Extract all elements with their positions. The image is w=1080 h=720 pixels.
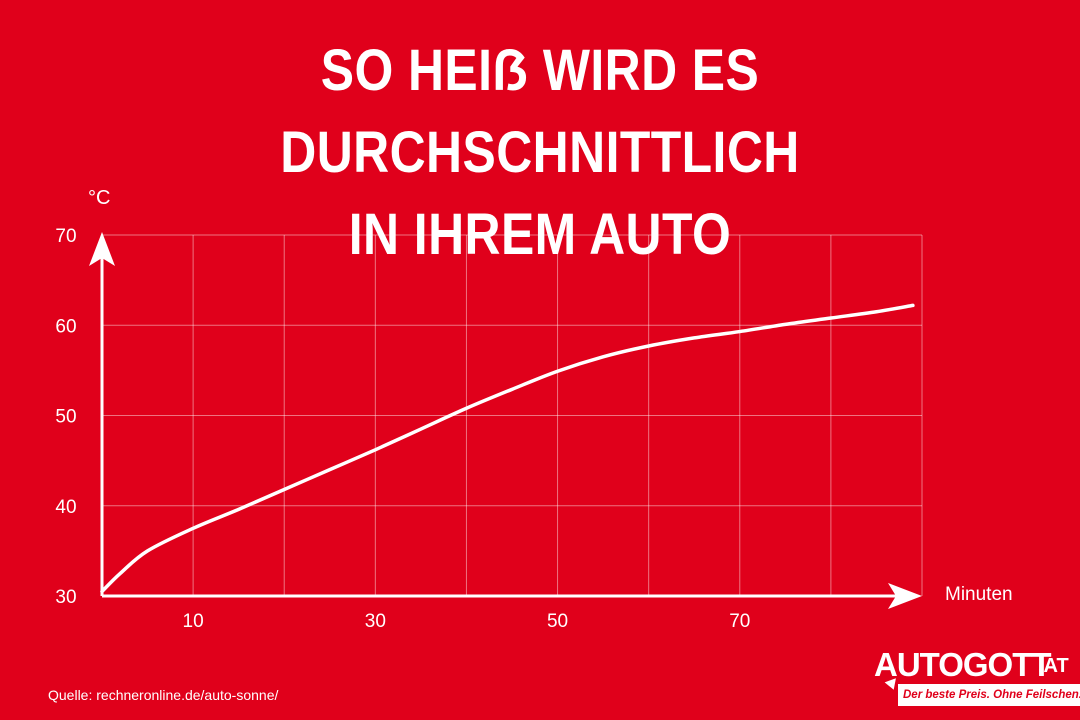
- grid: [102, 234, 923, 596]
- y-axis-arrow: [89, 232, 115, 266]
- chart-title: SO HEIẞ WIRD ES DURCHSCHNITTLICH IN IHRE…: [76, 30, 1005, 276]
- logo-domain-suffix: .AT: [1038, 655, 1069, 677]
- y-tick-label: 40: [55, 497, 76, 518]
- x-tick-label: 50: [547, 611, 568, 632]
- y-tick-label: 60: [55, 316, 76, 337]
- title-line-2: IN IHREM AUTO: [348, 202, 732, 267]
- x-tick-label: 10: [183, 611, 204, 632]
- series: [100, 303, 915, 594]
- y-axis-label: °C: [88, 187, 110, 209]
- x-axis-label: Minuten: [945, 584, 1013, 605]
- logo-wordmark: AUTOGOTT: [874, 646, 1052, 683]
- y-tick-label: 30: [55, 587, 76, 608]
- x-tick-label: 70: [729, 611, 750, 632]
- series-line-0: [100, 303, 915, 594]
- tick-labels: 30 40 50 60 70 10 30 50 70: [55, 226, 750, 632]
- title-line-1: SO HEIẞ WIRD ES DURCHSCHNITTLICH: [280, 38, 800, 185]
- x-tick-label: 30: [365, 611, 386, 632]
- logo-tagline: Der beste Preis. Ohne Feilschen.: [898, 684, 1080, 706]
- autogott-logo[interactable]: AUTOGOTT .AT Der beste Preis. Ohne Feils…: [872, 646, 1080, 706]
- source-note: Quelle: rechneronline.de/auto-sonne/: [48, 687, 279, 703]
- y-tick-label: 50: [55, 407, 76, 428]
- x-axis-arrow: [888, 583, 922, 609]
- axes: [89, 232, 922, 609]
- y-tick-label: 70: [55, 226, 76, 247]
